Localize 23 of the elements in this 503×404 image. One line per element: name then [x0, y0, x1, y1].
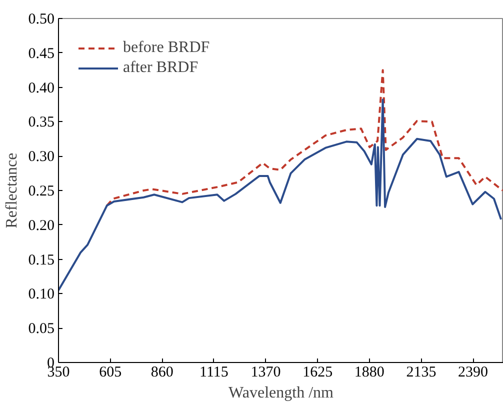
x-tick-label: 860 [150, 364, 174, 380]
y-tick-label: 0.30 [28, 149, 54, 166]
legend-label: after BRDF [123, 59, 198, 77]
x-tick-label: 1880 [354, 364, 384, 380]
y-tick-label: 0.25 [28, 184, 54, 200]
x-axis-title: Wavelength /nm [228, 384, 334, 402]
y-tick-label: 0.05 [28, 321, 54, 338]
y-tick-label: 0.40 [28, 80, 54, 96]
y-tick-label: 0.35 [28, 114, 54, 131]
y-axis-title: Reflectance [3, 152, 20, 228]
line-series [58, 98, 502, 292]
y-tick-label: 0.45 [28, 46, 54, 62]
x-tick-label: 2390 [458, 364, 488, 380]
x-tick-label: 2135 [406, 364, 436, 380]
x-tick-label: 1625 [302, 364, 333, 380]
x-tick-label: 605 [99, 364, 122, 380]
y-tick-label: 0.20 [28, 218, 54, 234]
legend-label: before BRDF [123, 39, 210, 57]
y-tick-label: 0.10 [28, 286, 54, 303]
y-tick-label: 0.50 [28, 12, 54, 28]
x-tick-label: 1115 [200, 364, 228, 380]
x-tick-label: 1370 [250, 364, 281, 380]
y-tick-label: 0.15 [28, 252, 54, 268]
